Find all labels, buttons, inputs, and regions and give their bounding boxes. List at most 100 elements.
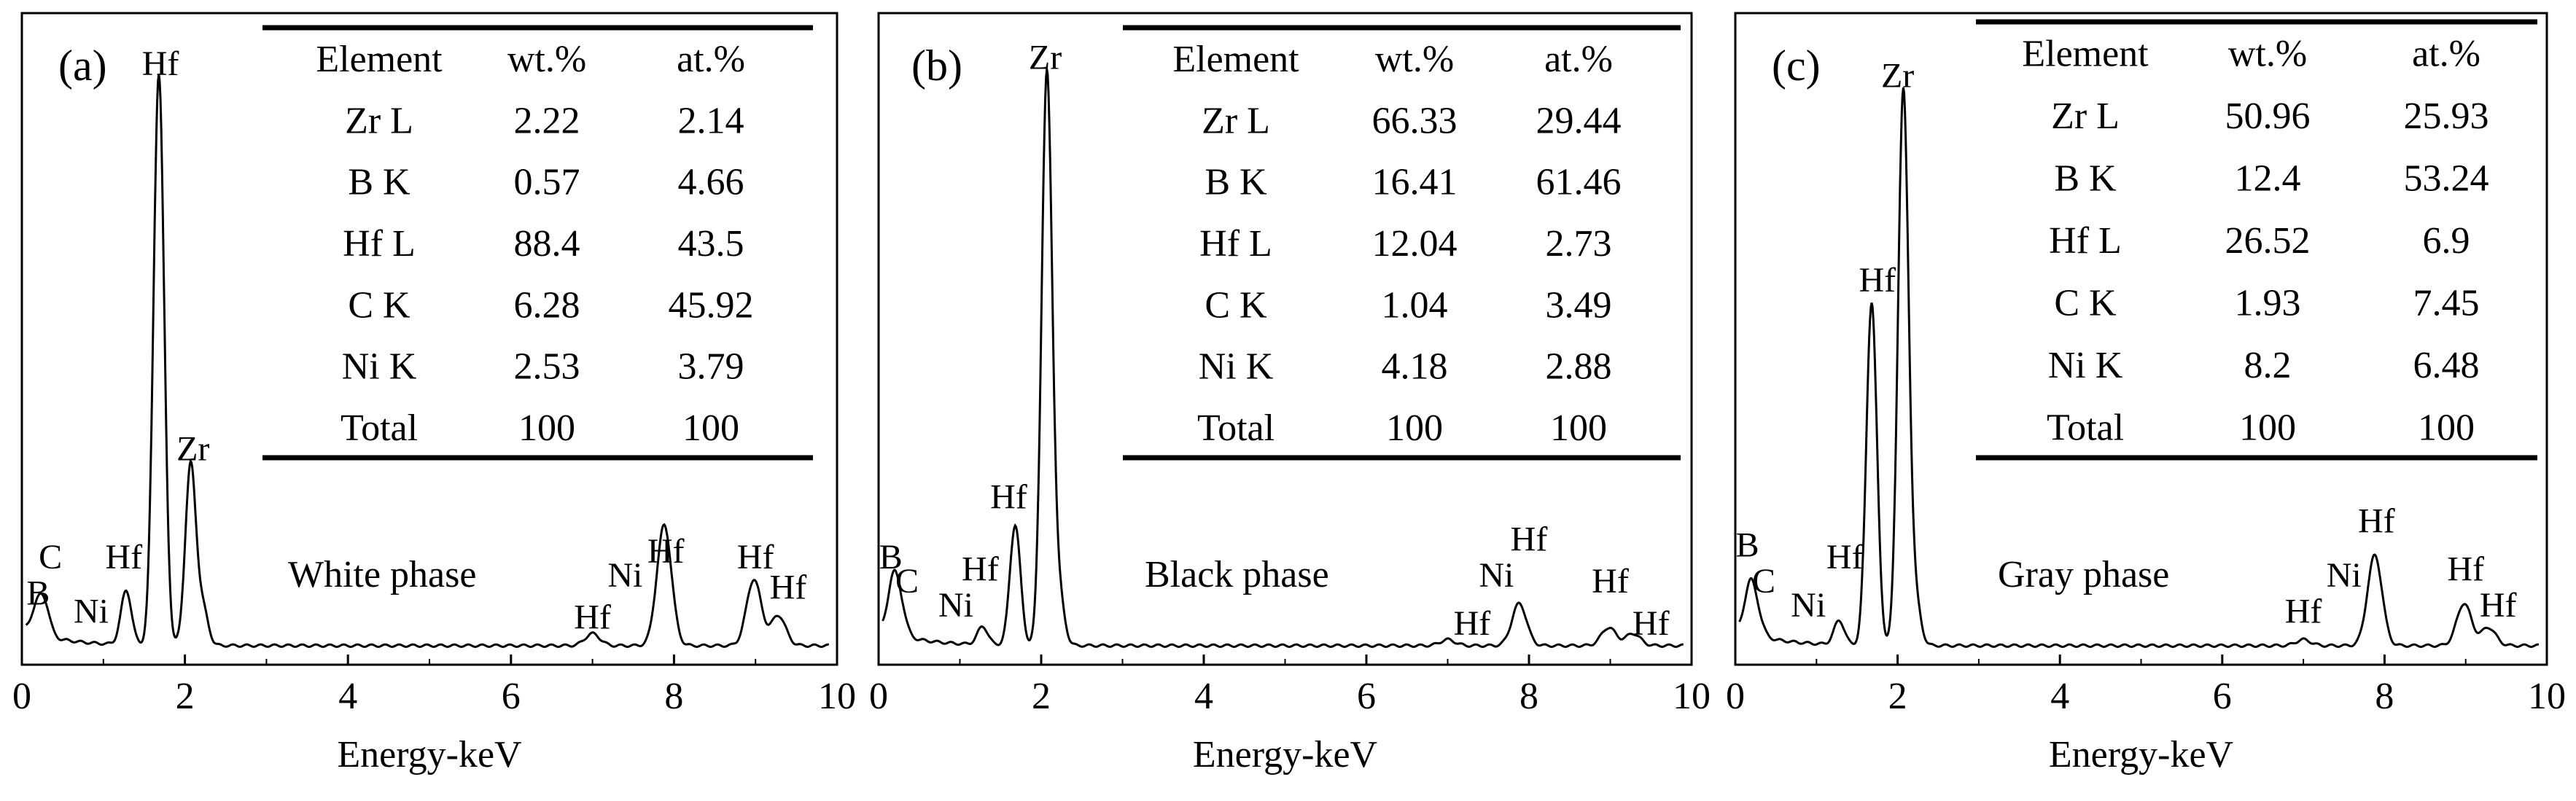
composition-table: Element wt.% at.% Zr L 50.96 25.93 B K 12.4 53.2…: [1976, 19, 2537, 461]
table-header-cell: wt.%: [507, 39, 586, 80]
peak-label-hf: Hf: [737, 538, 774, 577]
table-cell: 4.18: [1382, 346, 1448, 388]
table-cell: Total: [1197, 407, 1275, 449]
peak-label-b: B: [26, 574, 50, 613]
table-cell: 88.4: [514, 223, 580, 265]
table-cell: 4.66: [678, 162, 744, 203]
table-cell: 12.04: [1372, 223, 1458, 265]
peak-label-zr: Zr: [1881, 56, 1914, 95]
peak-label-hf: Hf: [2447, 550, 2484, 589]
table-cell: 0.57: [514, 162, 580, 203]
x-tick-label: 0: [869, 676, 888, 717]
table-cell: C K: [2054, 282, 2117, 324]
peak-label-hf: Hf: [1633, 604, 1670, 643]
table-cell: Hf L: [1199, 223, 1272, 265]
x-tick-label: 0: [1726, 676, 1745, 717]
x-tick-label: 4: [1194, 676, 1213, 717]
table-cell: Ni K: [342, 346, 417, 388]
x-tick-label: 2: [1888, 676, 1907, 717]
x-tick-label: 8: [664, 676, 683, 717]
table-cell: Ni K: [1199, 346, 1274, 388]
table-cell: 100: [518, 407, 575, 449]
peak-label-c: C: [895, 562, 919, 601]
phase-annotation: Black phase: [1145, 554, 1329, 595]
panel-label: (a): [58, 42, 107, 90]
peak-label-hf: Hf: [1511, 520, 1548, 558]
table-cell: 2.73: [1546, 223, 1612, 265]
table-header-cell: Element: [1172, 39, 1299, 80]
table-cell: Total: [341, 407, 418, 449]
table-cell: B K: [348, 162, 410, 203]
peak-label-hf: Hf: [142, 44, 179, 83]
x-tick-label: 6: [502, 676, 521, 717]
table-cell: 2.88: [1546, 346, 1612, 388]
table-cell: Zr L: [1202, 100, 1270, 141]
table-cell: 6.9: [2423, 220, 2470, 262]
table-cell: C K: [348, 284, 410, 326]
x-tick-label: 10: [2528, 676, 2566, 717]
x-tick-label: 0: [12, 676, 31, 717]
table-cell: 2.14: [678, 100, 744, 141]
peak-label-ni: Ni: [938, 586, 973, 625]
table-cell: 8.2: [2244, 345, 2292, 386]
table-header-cell: at.%: [2412, 34, 2480, 75]
peak-label-c: C: [1752, 562, 1775, 601]
x-tick-label: 6: [1357, 676, 1376, 717]
x-tick-label: 6: [2213, 676, 2232, 717]
peak-label-hf: Hf: [2285, 592, 2322, 630]
x-tick-label: 2: [176, 676, 195, 717]
table-cell: 3.49: [1546, 284, 1612, 326]
spectrum-line: [25, 74, 829, 649]
x-tick-label: 2: [1032, 676, 1051, 717]
peak-label-hf: Hf: [647, 532, 685, 571]
phase-annotation: White phase: [288, 554, 476, 595]
table-cell: B K: [1205, 162, 1267, 203]
table-cell: C K: [1205, 284, 1267, 326]
x-tick-label: 8: [2375, 676, 2394, 717]
table-header-cell: wt.%: [2228, 34, 2307, 75]
peak-label-zr: Zr: [1029, 39, 1062, 77]
peak-label-b: B: [1736, 526, 1759, 565]
x-axis-label: Energy-keV: [1193, 734, 1377, 775]
peak-label-c: C: [39, 538, 62, 577]
table-cell: 1.93: [2235, 282, 2301, 324]
peak-label-hf: Hf: [1592, 562, 1629, 601]
table-cell: 6.28: [514, 284, 580, 326]
x-tick-label: 4: [338, 676, 357, 717]
table-cell: Hf L: [343, 223, 416, 265]
phase-annotation: Gray phase: [1998, 554, 2169, 595]
composition-table: Element wt.% at.% Zr L 2.22 2.14 B K 0.57 4.66 Hf…: [262, 25, 813, 461]
table-cell: 1.04: [1382, 284, 1448, 326]
table-cell: B K: [2054, 158, 2117, 200]
table-cell: 66.33: [1372, 100, 1458, 141]
table-header-cell: wt.%: [1375, 39, 1454, 80]
table-cell: Zr L: [2051, 95, 2120, 137]
peak-label-hf: Hf: [105, 538, 142, 577]
peak-label-hf: Hf: [990, 478, 1027, 517]
x-axis-label: Energy-keV: [337, 734, 521, 775]
table-cell: 16.41: [1372, 162, 1458, 203]
table-cell: Ni K: [2048, 345, 2123, 386]
spectrum-line: [1738, 87, 2540, 649]
table-cell: 6.48: [2413, 345, 2480, 386]
x-tick-label: 4: [2050, 676, 2069, 717]
peak-label-hf: Hf: [574, 598, 611, 637]
table-header-cell: at.%: [677, 39, 745, 80]
table-cell: 50.96: [2225, 95, 2311, 137]
table-cell: Total: [2047, 407, 2124, 448]
x-axis-label: Energy-keV: [2049, 734, 2233, 775]
table-cell: 29.44: [1536, 100, 1622, 141]
x-tick-label: 10: [1673, 676, 1711, 717]
table-cell: 100: [2418, 407, 2475, 448]
peak-label-ni: Ni: [74, 592, 109, 630]
peak-label-ni: Ni: [2327, 556, 2362, 595]
table-cell: 45.92: [669, 284, 754, 326]
spectrum-line: [882, 69, 1684, 649]
panel-label: (b): [911, 42, 962, 90]
peak-label-hf: Hf: [1826, 538, 1864, 577]
table-cell: 100: [2239, 407, 2296, 448]
peak-label-ni: Ni: [1791, 586, 1826, 625]
table-cell: 53.24: [2404, 158, 2489, 200]
